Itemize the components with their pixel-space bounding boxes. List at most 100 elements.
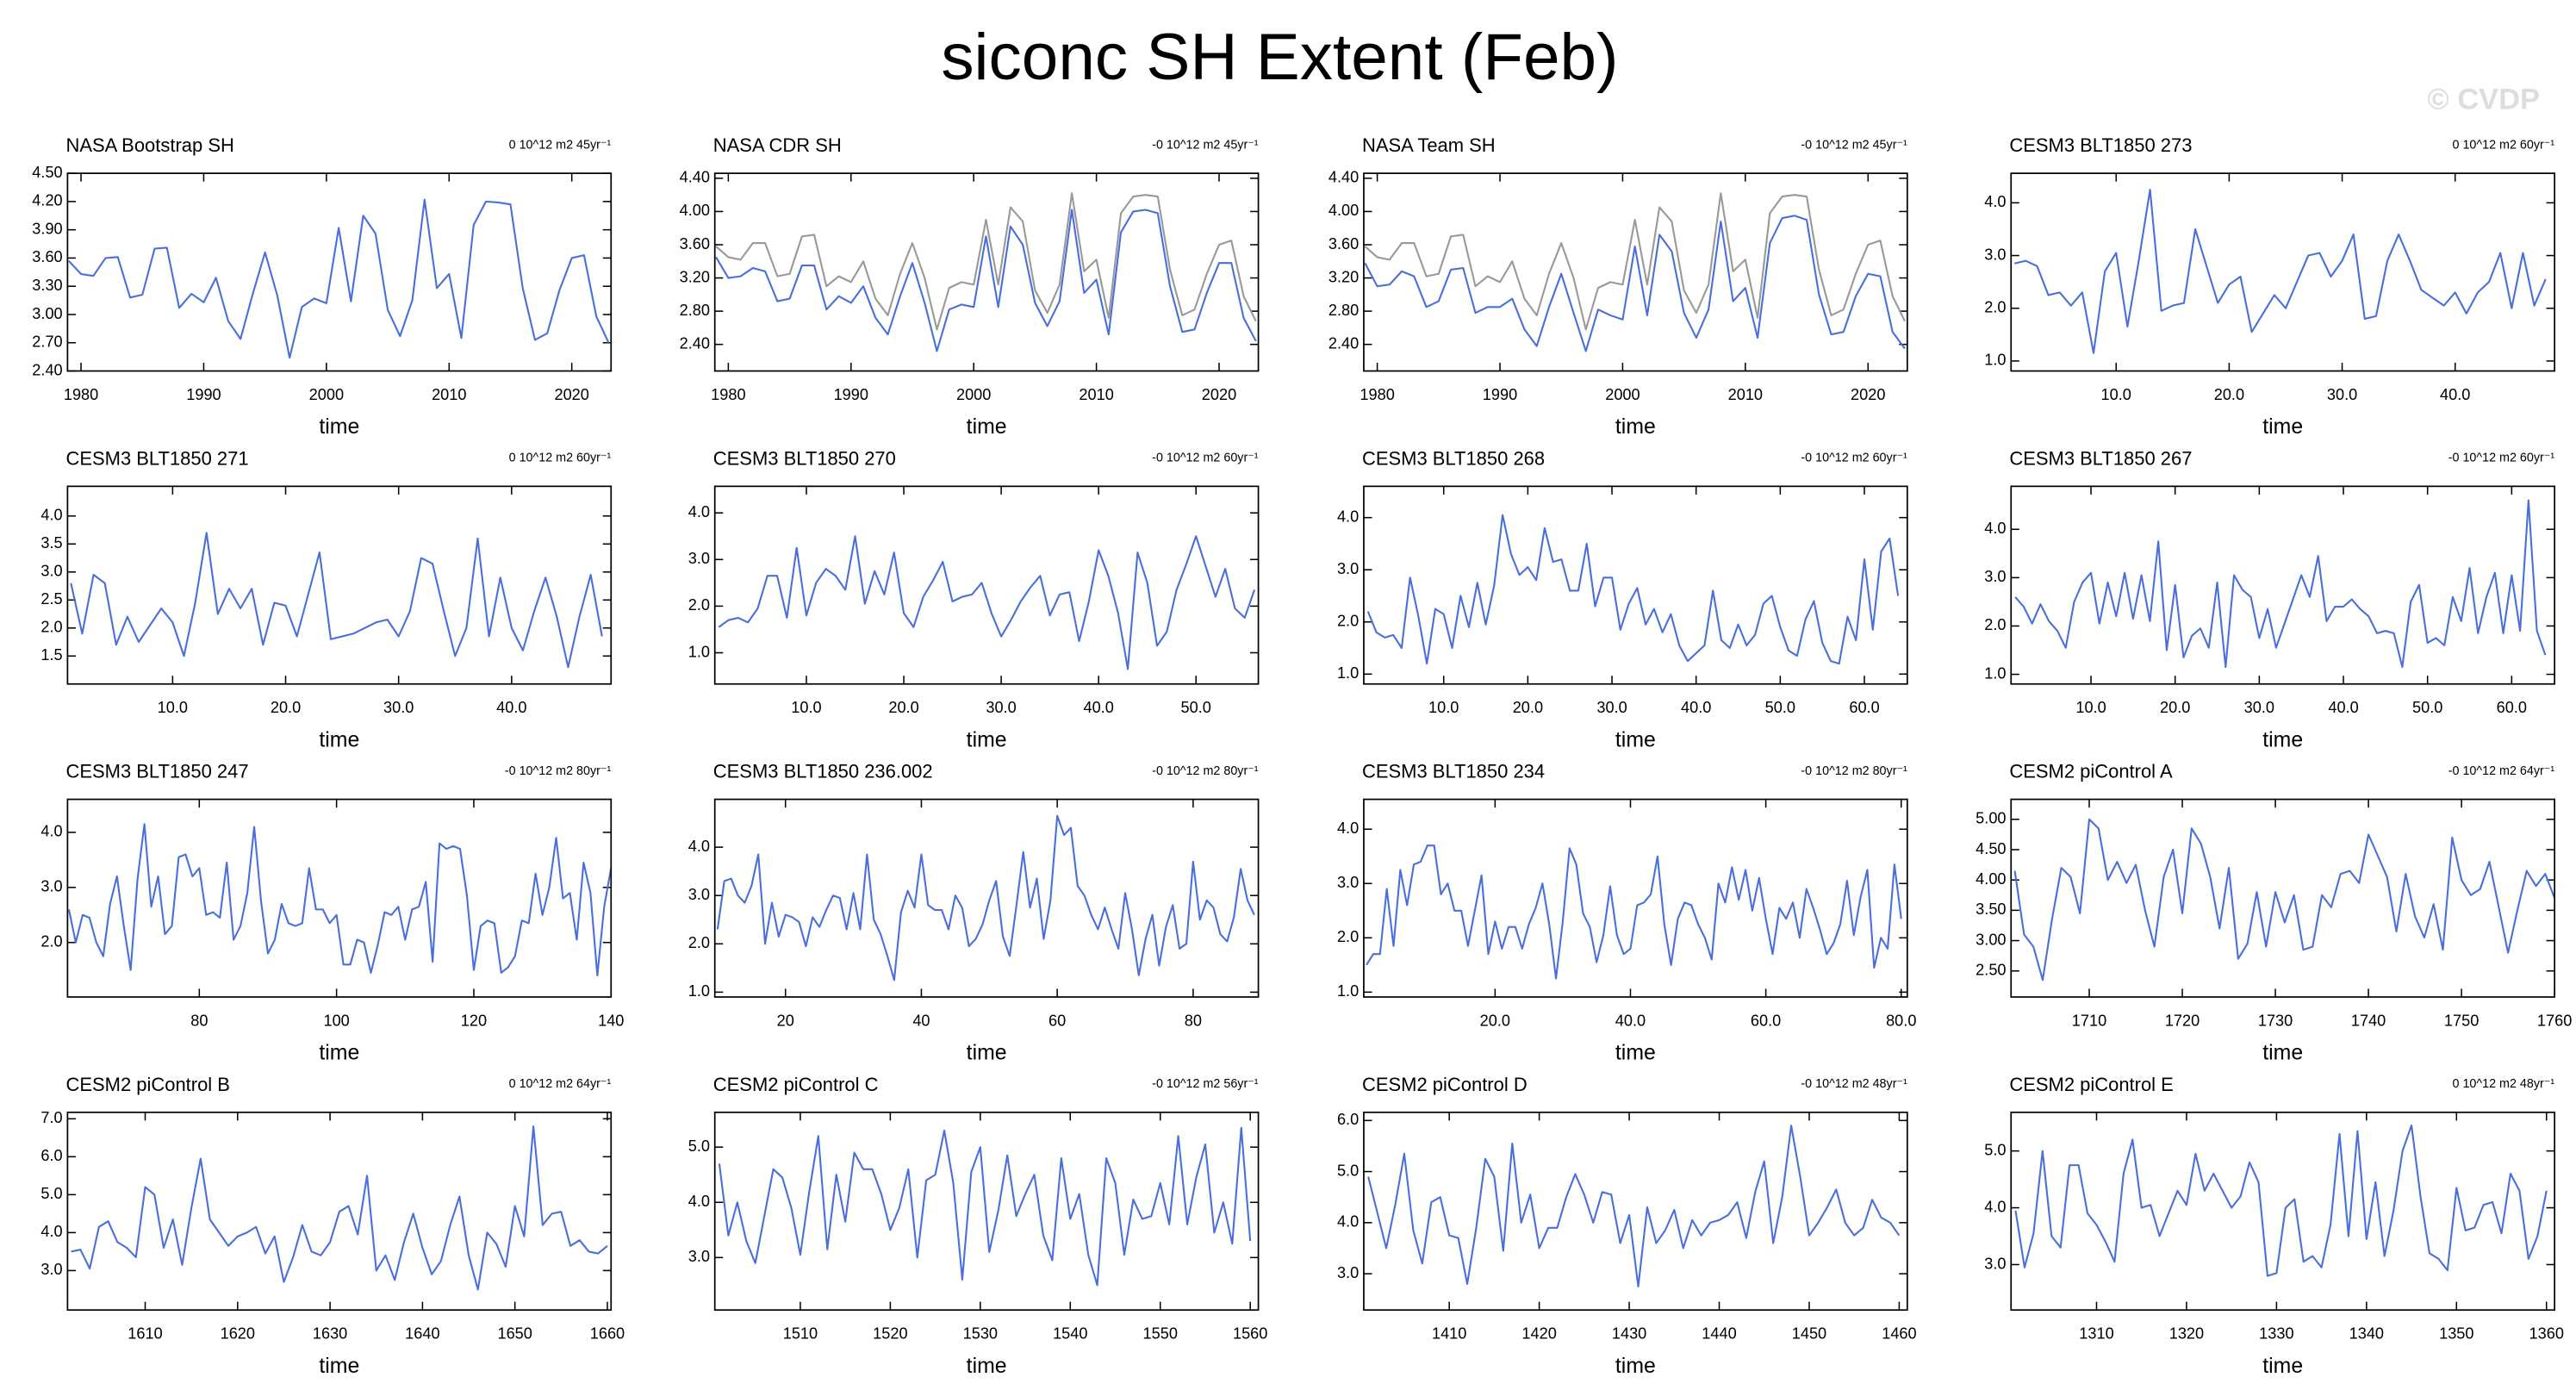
- panel-title: NASA Team SH: [1362, 134, 1496, 156]
- y-tick-label: 4.0: [688, 838, 710, 855]
- x-tick-label: 1980: [711, 386, 745, 403]
- panel: NASA CDR SH -0 10^12 m2 45yr⁻¹ time 2.40 2.8…: [680, 134, 1260, 439]
- x-tick-label: 1330: [2259, 1325, 2293, 1343]
- y-tick-label: 7.0: [40, 1109, 62, 1126]
- x-tick-label: 1980: [1360, 386, 1394, 403]
- x-tick-label: 1740: [2351, 1012, 2386, 1029]
- x-tick-label: 1540: [1053, 1325, 1087, 1343]
- x-tick-label: 1980: [64, 386, 98, 403]
- x-tick-label: 20.0: [2160, 699, 2190, 716]
- x-tick-label: 40: [912, 1012, 930, 1029]
- x-tick-label: 20.0: [888, 699, 918, 716]
- y-tick-label: 3.0: [1337, 874, 1359, 891]
- x-tick-label: 1320: [2169, 1325, 2204, 1343]
- figure-title: siconc SH Extent (Feb): [941, 21, 1618, 94]
- x-tick-label: 20: [777, 1012, 794, 1029]
- x-tick-label: 10.0: [2075, 699, 2106, 716]
- y-tick-label: 1.0: [1984, 664, 2006, 682]
- plot-frame: [713, 485, 1260, 685]
- panel: CESM3 BLT1850 234 -0 10^12 m2 80yr⁻¹ time 1…: [1337, 761, 1916, 1065]
- data-line: [67, 823, 613, 977]
- panel-title: CESM3 BLT1850 271: [65, 447, 248, 469]
- y-tick-label: 1.5: [40, 646, 62, 664]
- x-tick-label: 1450: [1792, 1325, 1826, 1343]
- x-tick-label: 80: [190, 1012, 208, 1029]
- trend-annotation: -0 10^12 m2 48yr⁻¹: [1801, 1077, 1907, 1091]
- panel: CESM2 piControl B 0 10^12 m2 64yr⁻¹ time 3.…: [40, 1074, 625, 1378]
- plot-frame: [1363, 172, 1908, 372]
- data-line: [2013, 818, 2556, 982]
- panel: CESM3 BLT1850 273 0 10^12 m2 60yr⁻¹ time 1.…: [1984, 134, 2556, 439]
- y-tick-label: 3.90: [32, 220, 62, 237]
- data-line: [1366, 514, 1900, 665]
- trend-annotation: -0 10^12 m2 60yr⁻¹: [2448, 452, 2555, 465]
- x-tick-label: 1710: [2072, 1012, 2106, 1029]
- x-tick-label: 10.0: [2101, 386, 2131, 403]
- x-tick-label: 10.0: [1428, 699, 1459, 716]
- plot-frame: [1363, 1111, 1908, 1312]
- plot-frame: [66, 798, 613, 998]
- x-tick-label: 1420: [1521, 1325, 1556, 1343]
- plot-frame: [2010, 485, 2556, 685]
- data-line: [2014, 1124, 2548, 1277]
- data-line: [1367, 1125, 1901, 1288]
- data-line: [715, 192, 1257, 331]
- panel: NASA Bootstrap SH 0 10^12 m2 45yr⁻¹ time 2.…: [32, 134, 613, 439]
- y-tick-label: 4.40: [1328, 169, 1359, 186]
- panel-title: CESM3 BLT1850 270: [713, 447, 896, 469]
- x-tick-label: 1410: [1432, 1325, 1466, 1343]
- panel: CESM2 piControl C -0 10^12 m2 56yr⁻¹ time 3…: [688, 1074, 1268, 1378]
- y-tick-label: 3.0: [40, 563, 62, 580]
- trend-annotation: 0 10^12 m2 60yr⁻¹: [2453, 138, 2555, 152]
- x-tick-label: 1990: [834, 386, 868, 403]
- y-tick-label: 3.0: [40, 878, 62, 895]
- plot-frame: [713, 172, 1260, 372]
- x-tick-label: 50.0: [1765, 699, 1795, 716]
- panel-title: NASA Bootstrap SH: [65, 134, 233, 156]
- trend-annotation: -0 10^12 m2 60yr⁻¹: [1801, 452, 1907, 465]
- x-tick-label: 20.0: [271, 699, 301, 716]
- y-tick-label: 4.50: [1976, 840, 2006, 857]
- x-axis-label: time: [319, 1042, 359, 1065]
- x-tick-label: 120: [461, 1012, 487, 1029]
- panel-title: CESM3 BLT1850 236.002: [713, 761, 933, 782]
- data-line: [716, 814, 1255, 982]
- x-tick-label: 30.0: [383, 699, 414, 716]
- trend-annotation: 0 10^12 m2 48yr⁻¹: [2453, 1077, 2555, 1091]
- x-tick-label: 20.0: [2214, 386, 2244, 403]
- x-tick-label: 1310: [2079, 1325, 2113, 1343]
- panel-title: CESM3 BLT1850 268: [1362, 447, 1545, 469]
- x-tick-label: 40.0: [496, 699, 526, 716]
- y-tick-label: 4.00: [1328, 202, 1359, 219]
- y-tick-label: 4.0: [40, 823, 62, 840]
- x-tick-label: 60.0: [1751, 1012, 1781, 1029]
- x-tick-label: 1460: [1882, 1325, 1916, 1343]
- x-tick-label: 30.0: [2327, 386, 2357, 403]
- y-tick-label: 3.0: [40, 1261, 62, 1278]
- y-tick-label: 2.80: [1328, 302, 1359, 319]
- x-tick-label: 100: [323, 1012, 349, 1029]
- data-line: [1364, 215, 1906, 352]
- x-tick-label: 20.0: [1480, 1012, 1510, 1029]
- x-tick-label: 80.0: [1886, 1012, 1916, 1029]
- y-tick-label: 3.50: [1976, 901, 2006, 918]
- x-tick-label: 50.0: [2412, 699, 2442, 716]
- plot-frame: [66, 172, 613, 372]
- x-tick-label: 1520: [873, 1325, 907, 1343]
- x-axis-label: time: [967, 1355, 1007, 1378]
- y-tick-label: 3.0: [688, 1248, 710, 1265]
- y-tick-label: 2.5: [40, 590, 62, 608]
- y-tick-label: 2.0: [40, 933, 62, 950]
- x-tick-label: 20.0: [1513, 699, 1543, 716]
- y-tick-label: 2.40: [32, 361, 62, 378]
- panel-title: CESM2 piControl D: [1362, 1074, 1528, 1095]
- panel-title: CESM3 BLT1850 234: [1362, 761, 1545, 782]
- x-tick-label: 30.0: [1596, 699, 1627, 716]
- x-tick-label: 1350: [2439, 1325, 2473, 1343]
- y-tick-label: 2.40: [1328, 334, 1359, 352]
- x-tick-label: 40.0: [1681, 699, 1711, 716]
- x-tick-label: 2010: [432, 386, 466, 403]
- x-tick-label: 60: [1048, 1012, 1066, 1029]
- x-axis-label: time: [319, 728, 359, 751]
